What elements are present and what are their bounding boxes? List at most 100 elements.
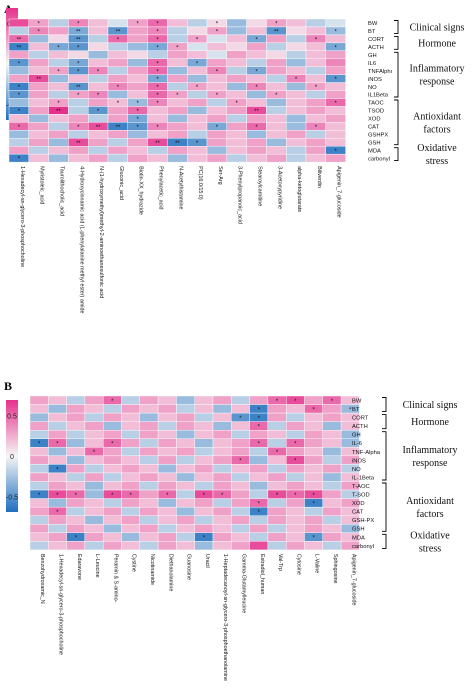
heatmap-cell — [147, 114, 168, 123]
heatmap-cell — [322, 412, 342, 422]
heatmap-cell — [8, 74, 29, 83]
heatmap-cell — [102, 524, 122, 534]
heatmap-cell — [48, 472, 67, 482]
significance-mark: * — [331, 399, 334, 405]
heatmap-cell — [212, 532, 232, 542]
significance-mark: * — [129, 493, 132, 499]
heatmap-cell — [176, 404, 195, 414]
heatmap-cell — [107, 90, 128, 99]
heatmap-cell — [194, 438, 214, 448]
heatmap-cell — [66, 498, 86, 508]
significance-mark: * — [117, 37, 120, 43]
heatmap-cell — [286, 66, 307, 75]
heatmap-panel-B: B 0.5 0 -0.5 * * * * * * * * * * * * * * * * * * * * * * * * * * * * * * *… — [4, 379, 457, 681]
significance-mark: * — [196, 37, 199, 43]
heatmap-cell — [8, 66, 29, 75]
heatmap-cell — [226, 58, 247, 67]
significance-mark: * — [77, 61, 80, 67]
heatmap-cell — [29, 464, 49, 474]
heatmap-cell — [266, 66, 287, 75]
heatmap-cell — [84, 506, 104, 516]
heatmap-cell — [102, 481, 122, 491]
group-label: stress — [419, 543, 441, 554]
heatmap-cell — [127, 74, 148, 83]
heatmap-cell — [322, 541, 342, 551]
heatmap-cell — [167, 153, 188, 163]
significance-mark: * — [156, 93, 159, 99]
significance-mark: * — [239, 416, 242, 422]
significance-mark: ** — [76, 141, 81, 147]
heatmap-cell — [48, 114, 69, 123]
heatmap-cell — [68, 106, 89, 115]
heatmap-cell — [325, 18, 346, 28]
row-label: GSH — [352, 527, 365, 533]
heatmap-cell — [68, 98, 89, 107]
heatmap-cell — [157, 464, 177, 474]
row-label: carbonyl — [368, 156, 390, 162]
heatmap-cell — [304, 481, 323, 491]
heatmap-cell — [28, 153, 49, 163]
significance-mark: * — [294, 459, 297, 465]
heatmap-cell — [28, 66, 49, 75]
heatmap-cell — [127, 138, 148, 147]
heatmap-cell — [305, 90, 326, 99]
significance-mark: * — [335, 77, 338, 83]
significance-mark: * — [77, 22, 80, 28]
heatmap-cell — [286, 90, 307, 99]
heatmap-cell — [267, 481, 287, 491]
heatmap-cell — [84, 421, 104, 431]
significance-mark: * — [258, 425, 261, 431]
heatmap-cell — [266, 34, 287, 44]
heatmap-cell — [176, 455, 195, 465]
heatmap-cell — [121, 447, 140, 457]
significance-mark: * — [156, 22, 159, 28]
heatmap-cell — [66, 464, 86, 474]
significance-mark: * — [77, 125, 80, 131]
heatmap-cell — [186, 122, 208, 131]
heatmap-cell — [266, 130, 287, 139]
heatmap-cell — [121, 481, 140, 491]
heatmap-cell — [305, 42, 326, 51]
heatmap-cell — [87, 42, 109, 51]
heatmap-cell — [176, 395, 195, 405]
heatmap-cell — [305, 66, 326, 75]
heatmap-cell — [139, 515, 159, 525]
heatmap-cell — [212, 395, 232, 405]
heatmap-cell — [157, 481, 177, 491]
heatmap-cell — [266, 122, 287, 131]
group-label: Oxidative — [410, 530, 450, 541]
heatmap-cell — [107, 58, 128, 67]
heatmap-cell — [186, 18, 208, 28]
heatmap-cell — [84, 412, 104, 422]
heatmap-cell — [246, 98, 267, 107]
row-label: CAT — [352, 510, 364, 516]
heatmap-cell — [84, 481, 104, 491]
heatmap-cell — [226, 138, 247, 147]
heatmap-cell — [48, 524, 67, 534]
column-label: Nicotinamide — [149, 554, 155, 585]
significance-mark: * — [216, 22, 219, 28]
heatmap-cell — [48, 138, 69, 147]
heatmap-cell — [266, 74, 287, 83]
significance-mark: * — [57, 45, 60, 51]
heatmap-cell — [68, 130, 89, 139]
heatmap-cell — [28, 50, 49, 59]
heatmap-cell — [121, 455, 140, 465]
column-label: Diethanolamine — [167, 554, 173, 591]
heatmap-cell — [157, 412, 177, 422]
heatmap-cell — [48, 455, 67, 465]
heatmap-cell — [48, 412, 67, 422]
significance-mark: * — [294, 493, 297, 499]
heatmap-cell — [176, 506, 195, 516]
panel-label: B — [4, 379, 12, 393]
heatmap-cell — [28, 145, 49, 155]
column-label: Estradiol_human — [259, 554, 265, 594]
significance-mark: * — [315, 37, 318, 43]
heatmap-cell — [266, 58, 287, 67]
heatmap-cell — [286, 82, 307, 91]
significance-mark: * — [196, 61, 199, 67]
heatmap-cell — [267, 532, 287, 542]
significance-mark: * — [258, 407, 261, 413]
significance-mark: * — [203, 536, 206, 542]
heatmap-cell — [107, 50, 128, 59]
